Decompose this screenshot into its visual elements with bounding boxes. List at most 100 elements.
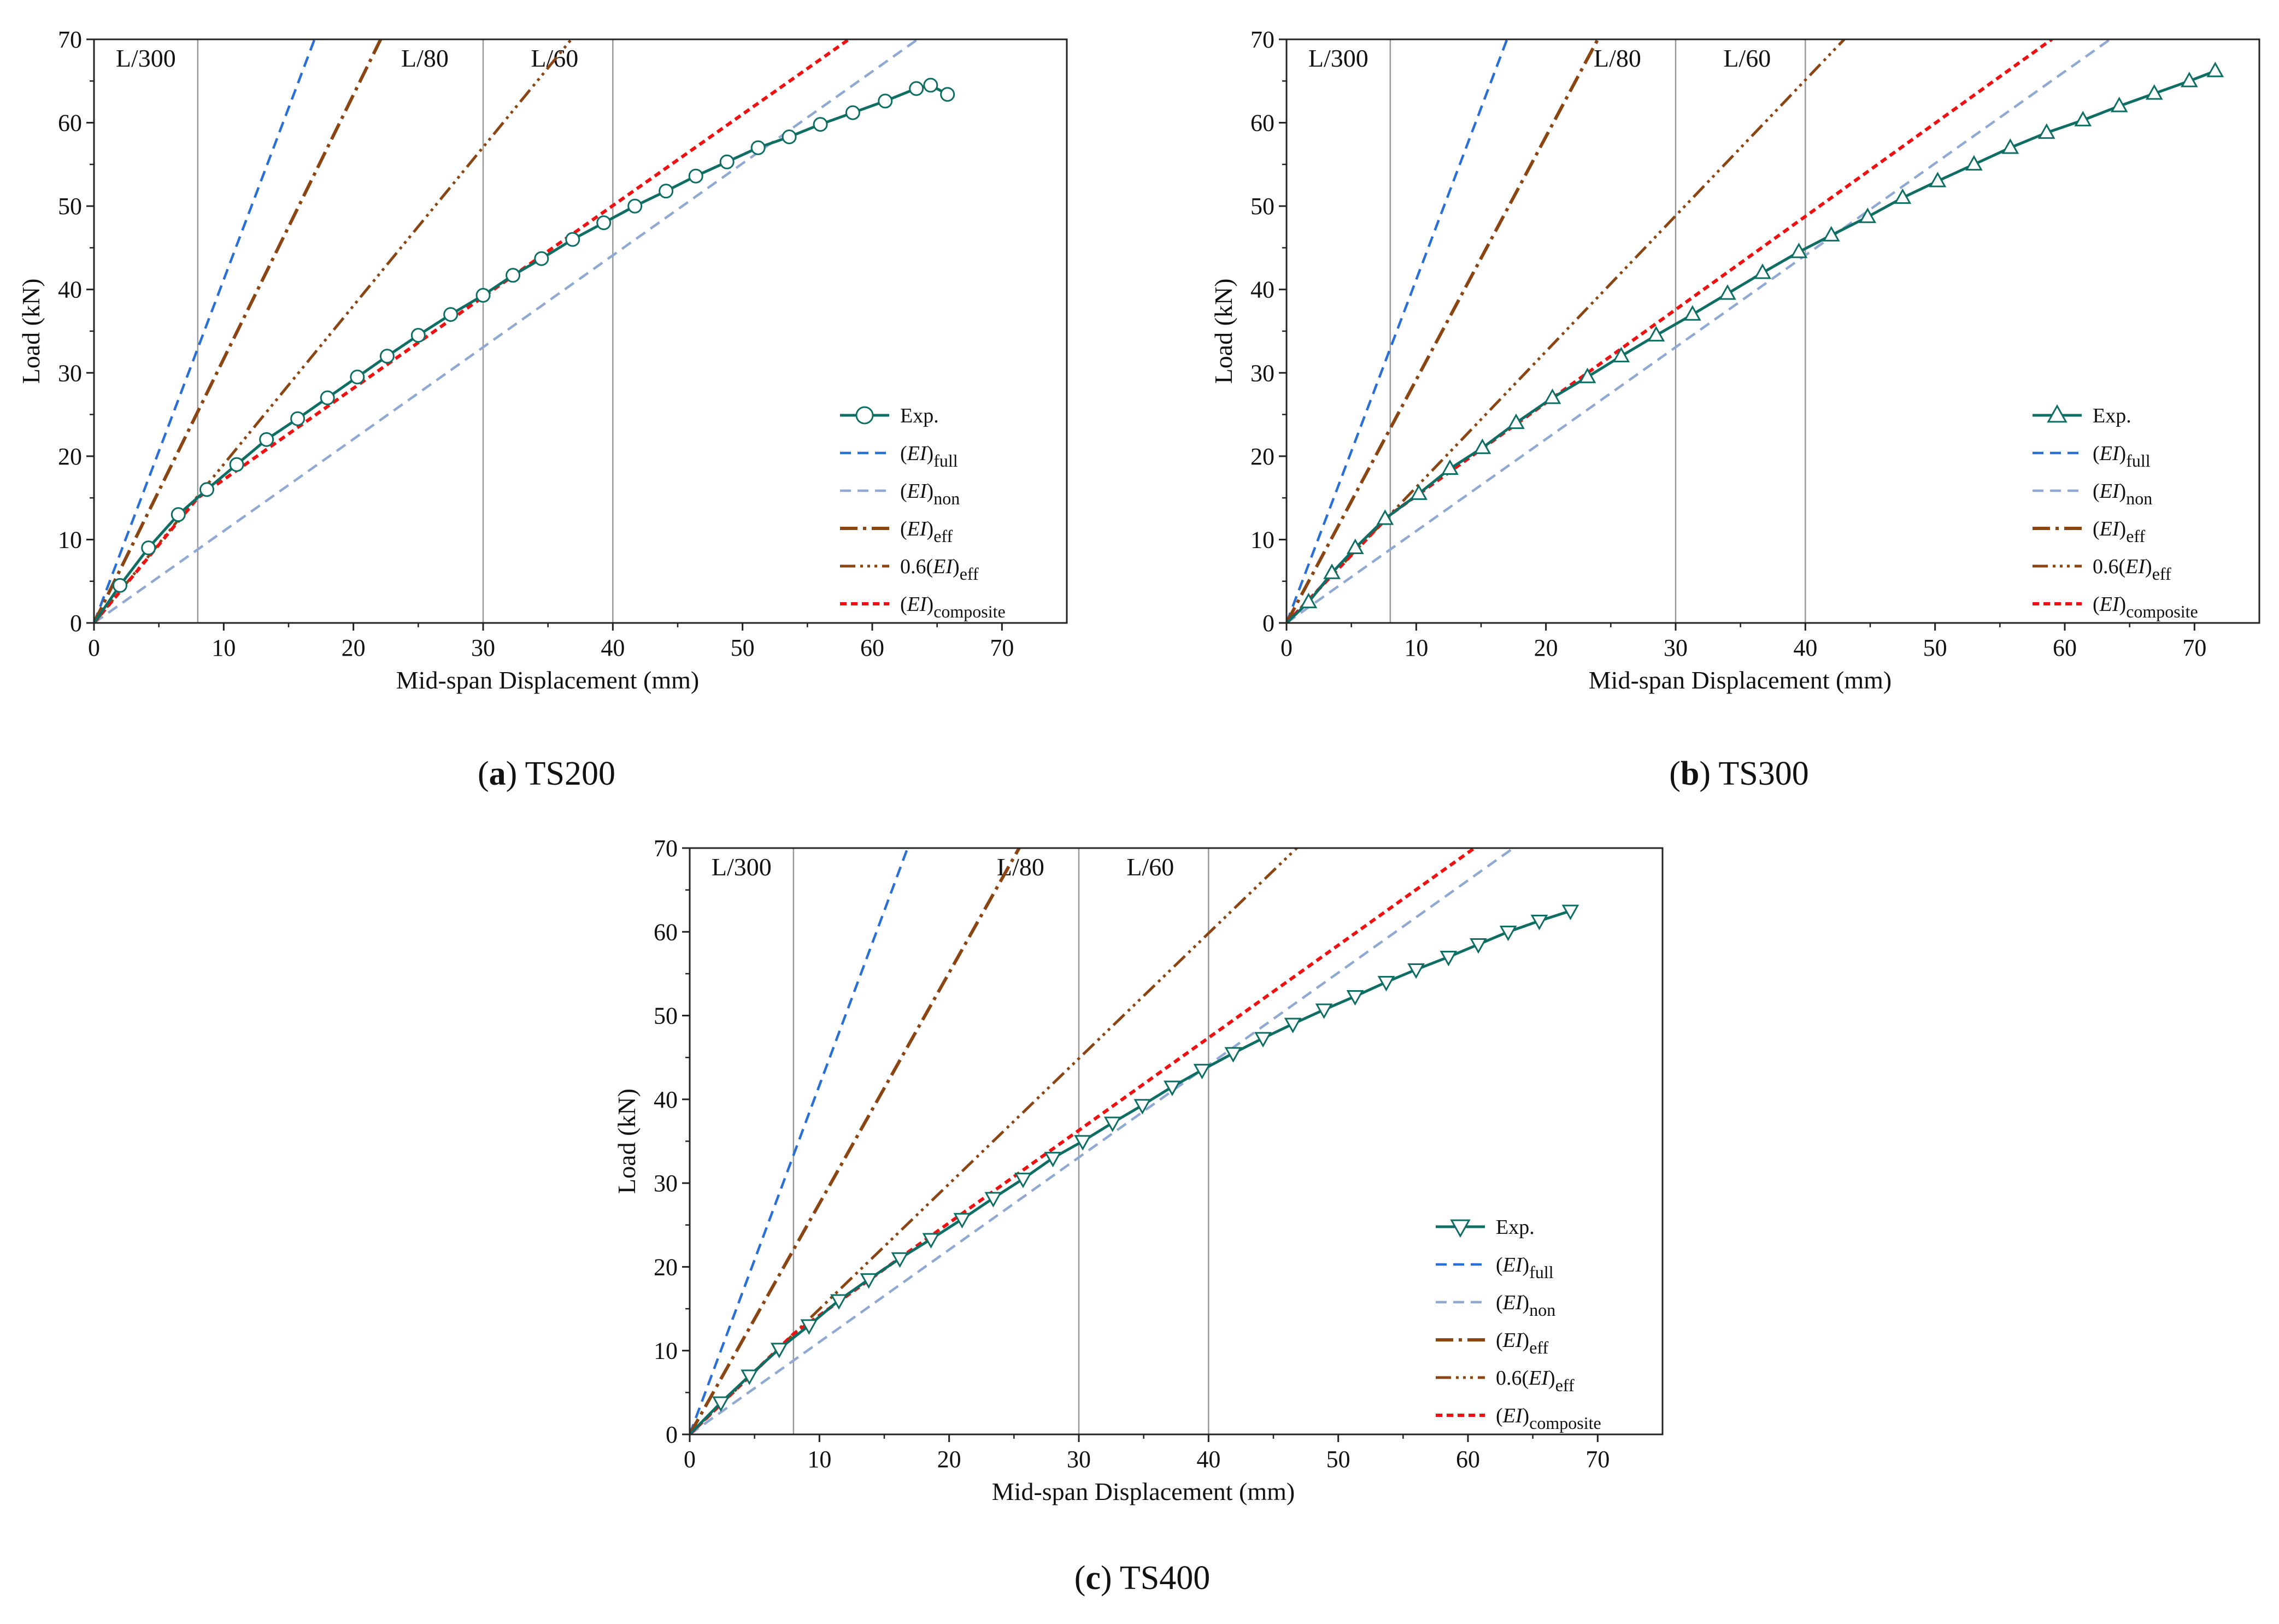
y-tick-label: 20 xyxy=(58,443,82,470)
x-tick-label: 50 xyxy=(731,634,755,661)
data-point xyxy=(379,349,395,364)
legend-label: (EI)eff xyxy=(2093,517,2145,546)
legend-label: (EI)composite xyxy=(900,593,1006,621)
legend-label: Exp. xyxy=(2093,404,2131,427)
data-point xyxy=(1407,963,1425,979)
data-point xyxy=(860,1273,878,1289)
x-tick-label: 60 xyxy=(860,634,884,661)
data-point xyxy=(688,168,703,184)
data-point xyxy=(845,105,860,120)
reference-line-label: L/300 xyxy=(116,44,176,72)
data-point xyxy=(1315,1003,1333,1019)
plot-area xyxy=(1287,39,2224,623)
x-tick-label: 60 xyxy=(2053,634,2077,661)
data-point xyxy=(1790,242,1808,258)
y-tick-label: 20 xyxy=(1250,443,1274,470)
x-tick-label: 40 xyxy=(1793,634,1817,661)
data-point xyxy=(2110,96,2128,113)
plot-area xyxy=(94,39,955,623)
data-point xyxy=(1410,484,1428,500)
data-point xyxy=(1470,938,1487,954)
data-point xyxy=(922,1233,940,1249)
data-point xyxy=(410,328,426,343)
data-point xyxy=(506,268,521,283)
data-point xyxy=(1133,1099,1152,1115)
y-tick-label: 10 xyxy=(58,526,82,553)
y-tick-label: 40 xyxy=(1250,276,1274,303)
data-point xyxy=(1014,1173,1032,1188)
panel-c: L/300 L/80 L/600 10 20 30 40 50 60 70010203040506… xyxy=(613,835,1664,1597)
x-tick-label: 50 xyxy=(1326,1446,1350,1473)
series-line-eff-0.6 xyxy=(690,848,1298,1434)
series-line-eff xyxy=(94,39,383,623)
data-point xyxy=(112,578,127,593)
legend-label: (EI)eff xyxy=(900,517,953,546)
y-tick-label: 60 xyxy=(654,919,678,945)
y-axis-title: Load (kN) xyxy=(613,1088,641,1194)
panel-caption: (c) TS400 xyxy=(1074,1560,1211,1597)
y-tick-label: 70 xyxy=(654,835,678,862)
x-tick-label: 20 xyxy=(1534,634,1558,661)
data-point xyxy=(891,1252,909,1268)
legend-marker xyxy=(855,406,874,425)
x-tick-label: 30 xyxy=(1664,634,1688,661)
data-point xyxy=(1377,975,1395,992)
data-point xyxy=(782,130,797,145)
data-point xyxy=(2206,61,2224,78)
reference-line-label: L/300 xyxy=(712,853,772,881)
reference-line-label: L/80 xyxy=(401,44,449,72)
data-point xyxy=(984,1192,1002,1208)
data-point xyxy=(1499,925,1517,942)
data-point xyxy=(1473,438,1491,454)
x-tick-label: 60 xyxy=(1456,1446,1480,1473)
x-tick-label: 70 xyxy=(1585,1446,1610,1473)
data-point xyxy=(596,215,612,231)
plot-area xyxy=(690,848,1579,1434)
data-point xyxy=(534,251,549,266)
data-point xyxy=(475,287,491,303)
panel-caption: (a) TS200 xyxy=(478,755,615,792)
reference-line-label: L/60 xyxy=(1126,853,1174,881)
panel-caption: (b) TS300 xyxy=(1669,755,1809,792)
legend-label: Exp. xyxy=(900,404,939,427)
data-point xyxy=(878,93,893,109)
x-tick-label: 20 xyxy=(937,1446,961,1473)
legend-label: Exp. xyxy=(1496,1216,1535,1239)
data-point xyxy=(141,540,156,556)
legend-label: (EI)full xyxy=(2093,442,2151,470)
y-tick-label: 0 xyxy=(1262,610,1274,637)
x-axis-title: Mid-span Displacement (mm) xyxy=(396,666,699,694)
legend-label: (EI)full xyxy=(1496,1254,1554,1282)
data-point xyxy=(1376,509,1394,525)
data-point xyxy=(350,369,365,385)
data-point xyxy=(1612,346,1630,363)
y-tick-label: 30 xyxy=(1250,360,1274,386)
x-tick-label: 50 xyxy=(1923,634,1947,661)
y-tick-label: 70 xyxy=(58,26,82,53)
data-point xyxy=(443,307,459,322)
series-line-full xyxy=(94,39,316,623)
data-point xyxy=(565,232,580,247)
x-tick-label: 10 xyxy=(1404,634,1428,661)
x-tick-label: 0 xyxy=(1281,634,1293,661)
data-point xyxy=(1965,155,1983,171)
data-point xyxy=(923,78,938,93)
data-point xyxy=(1193,1063,1211,1080)
data-point xyxy=(1859,207,1877,223)
data-point xyxy=(1647,326,1665,342)
y-tick-label: 50 xyxy=(58,193,82,220)
series-line-non xyxy=(1287,39,2111,623)
data-point xyxy=(290,411,306,426)
data-point xyxy=(627,198,643,214)
data-point xyxy=(1440,950,1458,967)
data-point xyxy=(830,1294,848,1310)
data-point xyxy=(909,81,924,96)
data-point xyxy=(1929,172,1947,187)
data-point xyxy=(741,1369,759,1385)
x-tick-label: 30 xyxy=(471,634,495,661)
legend-label: (EI)composite xyxy=(1496,1404,1601,1433)
x-tick-label: 10 xyxy=(807,1446,831,1473)
series-line-non xyxy=(94,39,919,623)
data-point xyxy=(1346,538,1364,554)
